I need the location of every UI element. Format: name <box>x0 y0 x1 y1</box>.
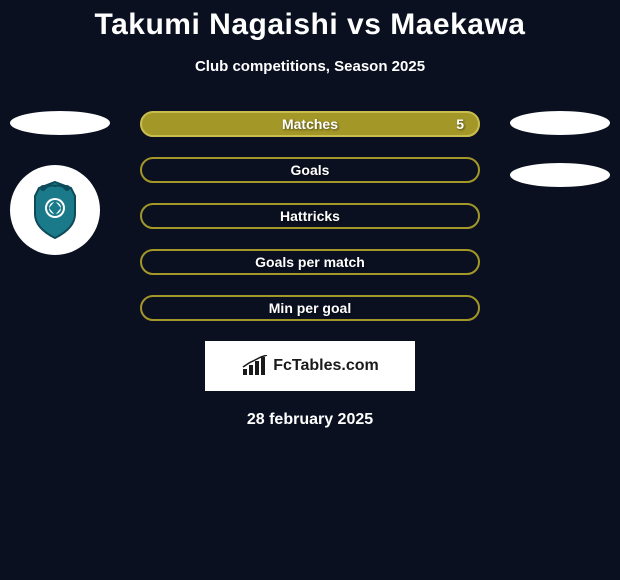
placeholder-ellipse-left <box>10 111 110 135</box>
footer-date: 28 february 2025 <box>140 411 480 429</box>
stat-bar-hattricks: Hattricks <box>140 203 480 229</box>
player-left-column <box>10 111 110 255</box>
stat-bar-goals: Goals <box>140 157 480 183</box>
branding-box: FcTables.com <box>205 341 415 391</box>
stat-label: Min per goal <box>269 300 351 316</box>
page-subtitle: Club competitions, Season 2025 <box>0 58 620 75</box>
stat-label: Matches <box>282 116 338 132</box>
stat-label: Goals per match <box>255 254 365 270</box>
branding-text: FcTables.com <box>273 357 379 375</box>
stat-bar-matches: Matches 5 <box>140 111 480 137</box>
stat-bar-min-per-goal: Min per goal <box>140 295 480 321</box>
stat-label: Goals <box>291 162 330 178</box>
placeholder-ellipse-right-2 <box>510 163 610 187</box>
stat-value: 5 <box>456 116 464 132</box>
placeholder-ellipse-right-1 <box>510 111 610 135</box>
stat-bar-goals-per-match: Goals per match <box>140 249 480 275</box>
player-left-avatar <box>10 165 100 255</box>
player-right-column <box>510 111 610 187</box>
club-crest-icon <box>23 178 87 242</box>
page-title: Takumi Nagaishi vs Maekawa <box>0 0 620 42</box>
stats-column: Matches 5 Goals Hattricks Goals per matc… <box>140 111 480 429</box>
stat-label: Hattricks <box>280 208 340 224</box>
comparison-content: Matches 5 Goals Hattricks Goals per matc… <box>0 111 620 271</box>
chart-icon <box>241 355 269 377</box>
